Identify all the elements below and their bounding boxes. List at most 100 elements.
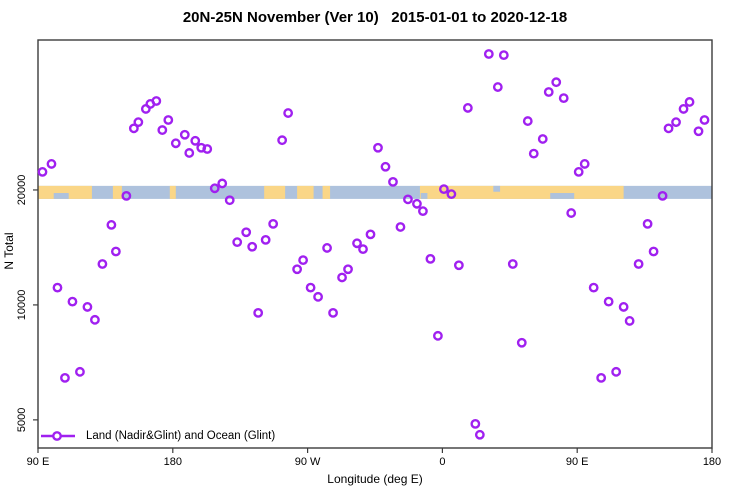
data-point — [184, 148, 195, 158]
data-point — [474, 429, 485, 440]
data-point — [528, 148, 539, 159]
data-point — [438, 184, 449, 195]
y-axis-label: N Total — [2, 232, 16, 270]
data-point — [373, 142, 383, 153]
data-point — [67, 296, 78, 307]
data-point — [128, 123, 139, 134]
data-point — [157, 125, 168, 135]
data-point — [292, 264, 303, 275]
x-tick-label: 180 — [164, 456, 182, 468]
map-band-land-patch — [322, 185, 331, 199]
legend-label: Land (Nadir&Glint) and Ocean (Glint) — [86, 430, 276, 442]
y-tick-label: 10000 — [16, 290, 28, 321]
data-point — [277, 135, 288, 146]
data-point — [133, 117, 144, 128]
data-point — [298, 255, 309, 266]
map-band-land-patch — [264, 185, 286, 199]
data-point — [558, 93, 569, 104]
y-tick-label: 5000 — [16, 408, 28, 432]
data-point — [425, 253, 436, 264]
data-point — [624, 316, 635, 326]
data-point — [179, 129, 190, 140]
data-point — [395, 222, 406, 232]
data-point — [566, 208, 577, 218]
data-point — [110, 246, 121, 257]
data-point — [573, 167, 584, 177]
data-point — [579, 159, 590, 169]
data-point — [241, 227, 252, 238]
data-point — [75, 366, 85, 377]
data-point — [232, 237, 243, 248]
data-point — [453, 260, 464, 271]
plot-box — [37, 39, 713, 449]
map-band-ocean-speck — [493, 185, 501, 192]
data-point — [209, 183, 220, 194]
data-point — [247, 241, 258, 252]
data-point — [522, 116, 533, 126]
data-point — [418, 206, 428, 217]
data-point — [611, 366, 622, 377]
map-band-land-patch — [38, 185, 92, 199]
data-point — [588, 282, 599, 293]
data-point — [90, 314, 100, 325]
x-axis-label: Longitude (deg E) — [327, 472, 423, 486]
data-point — [322, 243, 332, 253]
data-point — [693, 126, 704, 137]
map-band-land-patch — [297, 185, 314, 199]
data-point — [97, 259, 108, 269]
data-point — [82, 302, 93, 312]
data-point — [543, 87, 554, 97]
data-point — [596, 372, 607, 383]
data-point — [202, 144, 213, 154]
x-tick-label: 90 E — [566, 456, 589, 468]
data-point — [253, 308, 264, 318]
legend: Land (Nadir&Glint) and Ocean (Glint) — [40, 430, 275, 442]
x-tick-label: 0 — [439, 456, 445, 468]
data-point — [642, 218, 653, 229]
data-point — [121, 190, 132, 201]
data-point — [483, 49, 494, 59]
data-point — [60, 372, 70, 383]
map-band-ocean-speck — [53, 193, 69, 199]
data-point — [106, 220, 117, 230]
data-point — [618, 302, 629, 312]
data-point — [163, 115, 174, 125]
data-point — [217, 178, 228, 189]
data-point — [462, 103, 473, 113]
data-point — [678, 104, 689, 114]
data-point — [260, 234, 271, 245]
data-point — [433, 330, 443, 341]
data-point — [151, 96, 162, 106]
x-tick-label: 90 W — [295, 456, 321, 468]
x-tick-label: 90 E — [27, 456, 50, 468]
data-point — [657, 190, 668, 201]
data-point — [446, 189, 457, 200]
legend-marker-icon — [41, 431, 75, 441]
data-point — [380, 161, 391, 172]
data-point — [633, 259, 644, 269]
data-point — [337, 272, 347, 283]
data-point — [46, 159, 57, 169]
data-point — [52, 282, 63, 293]
data-point — [328, 308, 338, 318]
data-point — [498, 50, 509, 61]
data-point — [403, 194, 413, 205]
chart-title: 20N-25N November (Ver 10) 2015-01-01 to … — [182, 9, 568, 26]
data-point — [507, 259, 518, 269]
data-point — [313, 291, 323, 302]
data-point — [305, 282, 316, 293]
data-point — [537, 134, 548, 144]
map-band-ocean-speck — [550, 193, 575, 199]
map-band-ocean-speck — [420, 193, 428, 199]
data-point — [671, 117, 681, 128]
data-point — [551, 77, 562, 88]
data-point — [603, 296, 614, 307]
data-point — [699, 115, 710, 125]
data-point — [516, 337, 527, 348]
data-point — [37, 167, 48, 177]
data-point — [492, 82, 503, 92]
data-point — [412, 198, 422, 209]
map-band-land-patch — [112, 185, 122, 199]
data-point — [358, 244, 368, 255]
